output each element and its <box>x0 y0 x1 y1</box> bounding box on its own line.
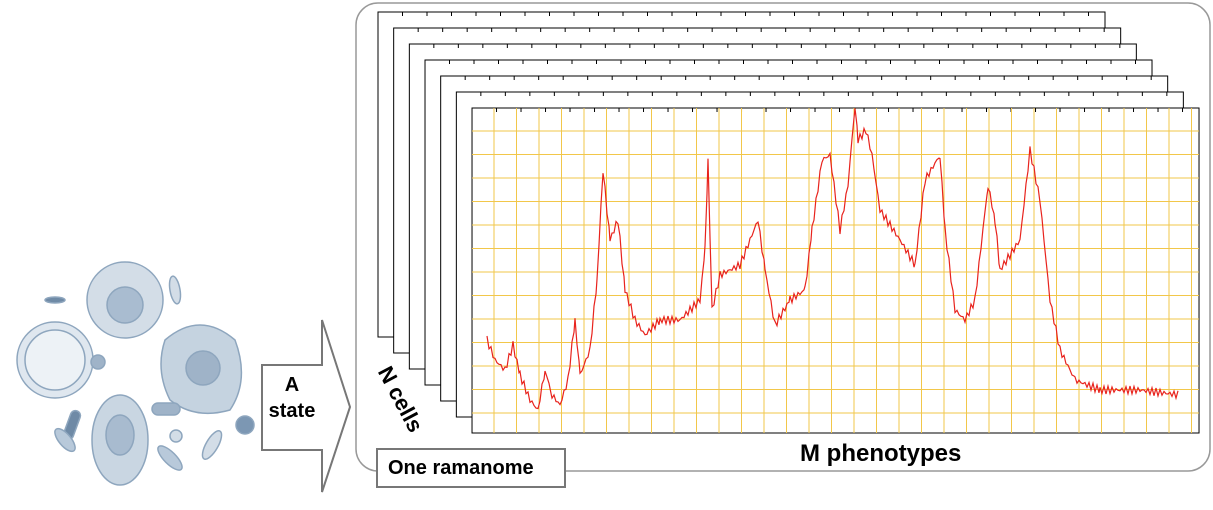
grid <box>472 108 1199 433</box>
box-label: One ramanome <box>376 448 566 488</box>
axis-label: M phenotypes <box>800 440 962 467</box>
frame-stack <box>377 11 1200 434</box>
arrow <box>261 319 352 493</box>
frame <box>471 107 1200 434</box>
cells <box>16 261 255 486</box>
arrow-label: A state <box>268 374 316 422</box>
spectrum <box>486 108 1179 410</box>
